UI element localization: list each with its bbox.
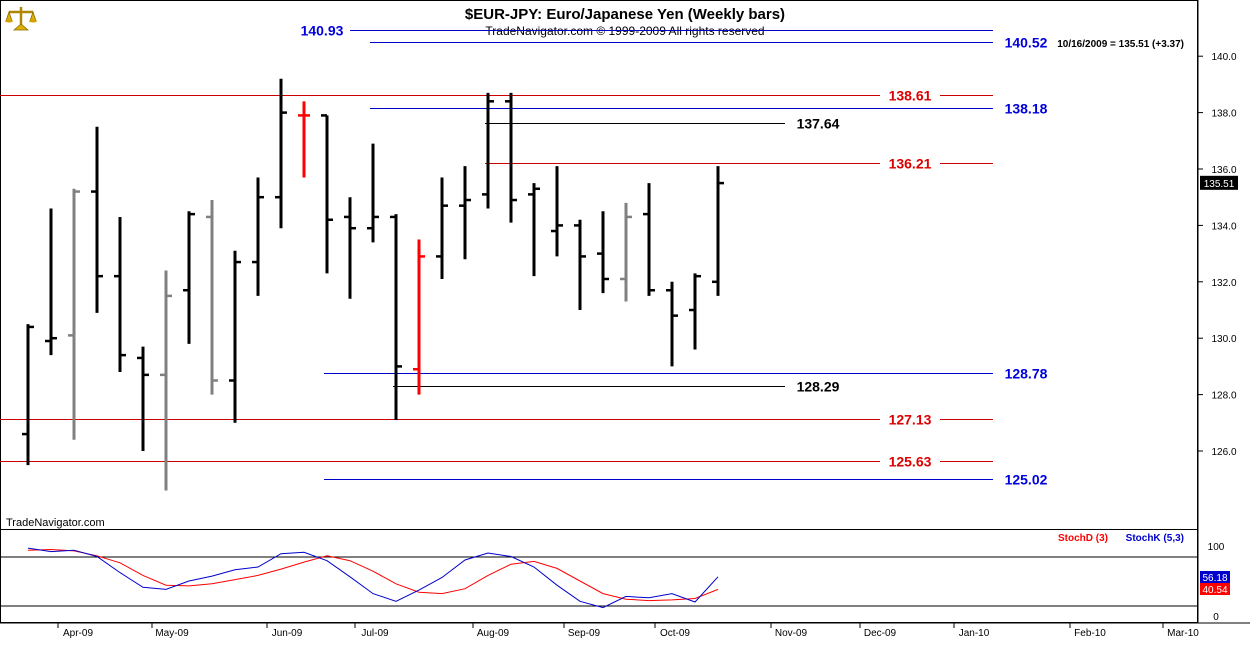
time-tick-label: Mar-10	[1167, 628, 1199, 639]
ohlc-bar	[229, 250, 241, 423]
price-tick-label: 138.0	[1211, 109, 1236, 120]
price-tick-label: 136.0	[1211, 165, 1236, 176]
time-axis: Apr-09 May-09 Jun-09 Jul-09 Aug-09 Sep-09 Oct-…	[57, 623, 1199, 639]
ohlc-bar	[275, 78, 287, 229]
time-tick-label: Dec-09	[864, 628, 897, 639]
stoch-tick-label: 0	[1213, 612, 1219, 623]
ohlc-bars	[22, 78, 724, 491]
price-tick-label: 128.0	[1211, 391, 1236, 402]
stoch-k-legend: StochK (5,3)	[1126, 533, 1184, 544]
ohlc-bar	[505, 92, 517, 223]
ohlc-bar	[436, 177, 448, 279]
price-tick-label: 134.0	[1211, 221, 1236, 232]
scales-logo-icon	[5, 4, 37, 32]
ohlc-bar	[68, 188, 80, 440]
ohlc-bar	[597, 211, 609, 294]
chart-title: $EUR-JPY: Euro/Japanese Yen (Weekly bars…	[465, 6, 785, 23]
ohlc-bar	[551, 166, 563, 257]
ohlc-bar	[459, 166, 471, 260]
stoch-k-last-box	[1200, 571, 1230, 583]
ohlc-bar	[252, 177, 264, 296]
price-tick-label: 132.0	[1211, 278, 1236, 289]
ohlc-bar	[367, 143, 379, 243]
ohlc-bar	[620, 202, 632, 302]
time-tick-label: Apr-09	[63, 628, 93, 639]
level-label: 127.13	[889, 412, 932, 428]
ohlc-bar	[344, 197, 356, 299]
ohlc-bar	[482, 92, 494, 209]
level-label: 128.78	[1005, 366, 1048, 382]
ohlc-bar	[689, 273, 701, 350]
time-tick-label: Jan-10	[959, 628, 990, 639]
last-value-label: 135.51	[1204, 179, 1235, 190]
ohlc-bar	[390, 214, 402, 420]
level-label: 140.93	[301, 23, 344, 39]
stoch-d-legend: StochD (3)	[1058, 533, 1108, 544]
ohlc-bar	[643, 183, 655, 296]
price-axis: 126.0 128.0 130.0 132.0 134.0 136.0 138.0 140.0…	[1198, 52, 1238, 458]
ohlc-bar	[91, 126, 103, 313]
ohlc-bar	[321, 114, 333, 274]
level-label: 138.61	[889, 88, 932, 104]
level-label: 125.02	[1005, 472, 1048, 488]
price-tick-label: 140.0	[1211, 52, 1236, 63]
watermark: TradeNavigator.com	[6, 517, 105, 529]
level-label: 125.63	[889, 454, 932, 470]
price-tick-label: 130.0	[1211, 334, 1236, 345]
price-pane-frame	[0, 0, 1198, 530]
stoch-k-line	[27, 547, 719, 609]
price-tick-label: 126.0	[1211, 447, 1236, 458]
stoch-d-line	[27, 548, 719, 602]
ohlc-bar	[137, 346, 149, 451]
level-label: 137.64	[797, 116, 840, 132]
time-tick-label: Aug-09	[477, 628, 510, 639]
level-label: 138.18	[1005, 101, 1048, 117]
stoch-tick-label: 100	[1208, 542, 1225, 553]
time-tick-label: Feb-10	[1074, 628, 1106, 639]
time-tick-label: Nov-09	[775, 628, 808, 639]
stoch-d-last-box	[1200, 583, 1230, 595]
time-tick-label: Jun-09	[272, 628, 303, 639]
ohlc-bar	[160, 270, 172, 491]
last-info: 10/16/2009 = 135.51 (+3.37)	[1057, 39, 1184, 50]
stoch-k-last-label: 56.18	[1202, 573, 1227, 584]
ohlc-bar	[528, 183, 540, 277]
stochastic-pane-frame	[0, 529, 1198, 623]
last-value-box	[1200, 175, 1238, 190]
time-tick-label: Oct-09	[660, 628, 690, 639]
time-tick-label: Sep-09	[568, 628, 601, 639]
ohlc-bar	[298, 101, 310, 178]
ohlc-bar	[574, 219, 586, 310]
ohlc-bar	[183, 211, 195, 344]
ohlc-bar	[413, 239, 425, 395]
time-tick-label: May-09	[155, 628, 189, 639]
ohlc-bar	[22, 324, 34, 466]
ohlc-bar	[45, 208, 57, 356]
level-label: 140.52	[1005, 35, 1048, 51]
time-tick-label: Jul-09	[361, 628, 389, 639]
ohlc-bar	[712, 166, 724, 296]
level-label: 128.29	[797, 379, 840, 395]
stoch-d-last-label: 40.54	[1202, 585, 1227, 596]
level-label: 136.21	[889, 156, 932, 172]
ohlc-bar	[666, 281, 678, 367]
ohlc-bar	[114, 216, 126, 373]
levels-layer: 140.93 140.52 138.61 138.18 137.64 136.21 128.…	[0, 23, 1048, 488]
ohlc-bar	[206, 200, 218, 395]
